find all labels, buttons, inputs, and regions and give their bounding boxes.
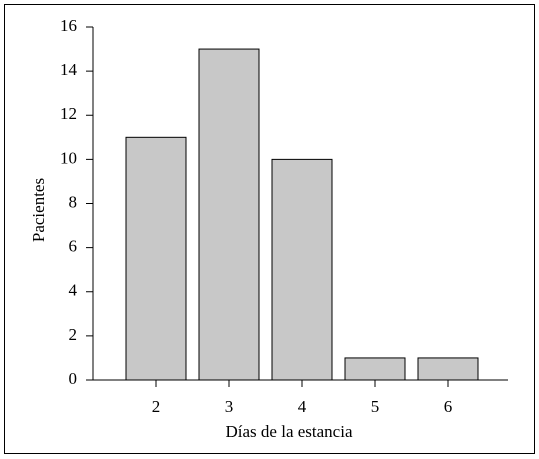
y-tick-label: 8 bbox=[69, 192, 78, 211]
bar bbox=[198, 48, 260, 381]
y-tick-label: 12 bbox=[60, 104, 77, 123]
bar bbox=[271, 158, 333, 381]
y-tick-label: 4 bbox=[69, 281, 78, 300]
y-tick-label: 6 bbox=[69, 237, 78, 256]
frame bbox=[4, 4, 535, 454]
bar bbox=[125, 136, 187, 381]
x-tick-label: 6 bbox=[444, 397, 453, 416]
x-tick-label: 3 bbox=[225, 397, 234, 416]
x-tick-label: 4 bbox=[298, 397, 307, 416]
bar bbox=[417, 357, 479, 381]
x-tick-label: 2 bbox=[152, 397, 161, 416]
y-tick-label: 10 bbox=[60, 148, 77, 167]
x-tick-label: 5 bbox=[371, 397, 380, 416]
y-tick-label: 16 bbox=[60, 16, 77, 35]
x-axis-label: Días de la estancia bbox=[226, 422, 353, 441]
bar bbox=[344, 357, 406, 381]
y-axis-label: Pacientes bbox=[29, 178, 48, 242]
y-tick-label: 0 bbox=[69, 369, 78, 388]
y-tick-label: 2 bbox=[69, 325, 78, 344]
y-tick-label: 14 bbox=[60, 60, 78, 79]
